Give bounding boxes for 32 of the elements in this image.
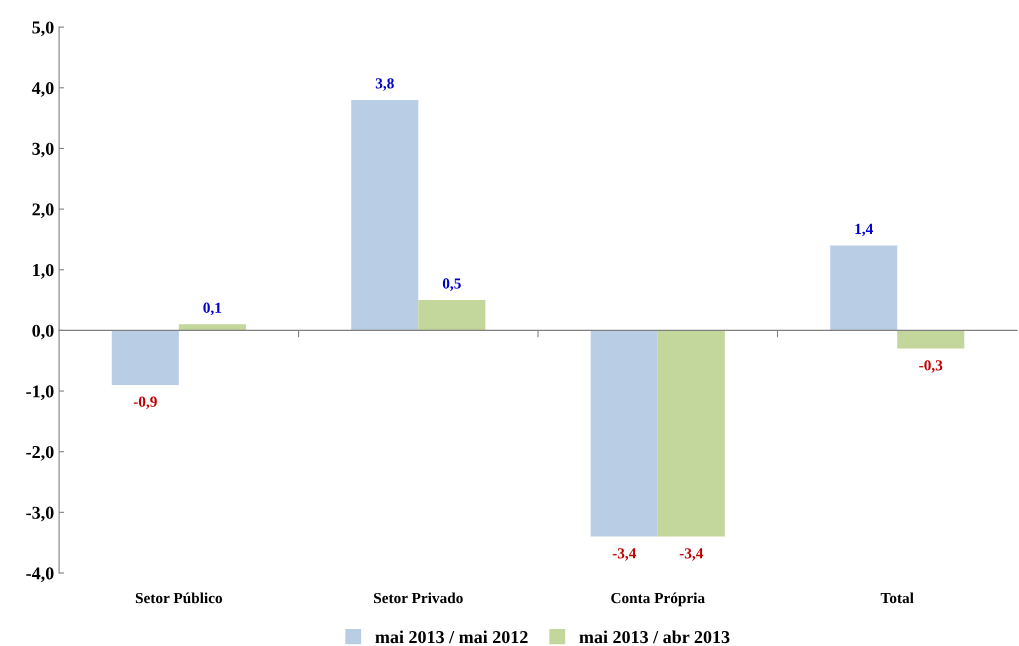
y-tick-label: 1,0 <box>33 264 54 279</box>
legend-label: mai 2013 / abr 2013 <box>579 630 730 644</box>
bar <box>590 330 658 537</box>
y-tick-label: 0,0 <box>32 324 54 340</box>
bar <box>111 330 179 385</box>
bar <box>657 330 725 537</box>
bar <box>418 300 486 331</box>
y-tick-label: -1,0 <box>26 385 54 401</box>
bar <box>830 245 898 331</box>
data-label: 3,8 <box>375 78 394 91</box>
y-tick-label: 2,0 <box>32 203 54 219</box>
data-label: 0,1 <box>203 302 222 316</box>
x-tick-label: Setor Público <box>135 592 223 604</box>
y-tick-label: 4,0 <box>31 82 54 97</box>
legend-label: mai 2013 / mai 2012 <box>375 630 528 644</box>
bar <box>351 99 419 331</box>
y-tick-label: -4,0 <box>26 567 54 583</box>
data-label: -0,3 <box>919 360 943 373</box>
data-label: -0,9 <box>133 396 157 410</box>
bar <box>897 330 965 349</box>
x-tick-label: Setor Privado <box>374 592 463 604</box>
data-label: -3,4 <box>679 548 704 561</box>
bar <box>178 324 246 331</box>
x-tick-label: Conta Própria <box>611 592 705 607</box>
y-tick-label: -3,0 <box>26 506 54 522</box>
data-label: 0,5 <box>442 278 461 291</box>
x-tick-label: Total <box>880 592 914 604</box>
y-tick-label: 3,0 <box>32 142 54 158</box>
y-tick-label: -2,0 <box>26 445 54 461</box>
data-label: -3,4 <box>612 548 637 561</box>
y-tick-label: 5,0 <box>32 21 54 37</box>
data-label: 1,4 <box>855 223 873 237</box>
